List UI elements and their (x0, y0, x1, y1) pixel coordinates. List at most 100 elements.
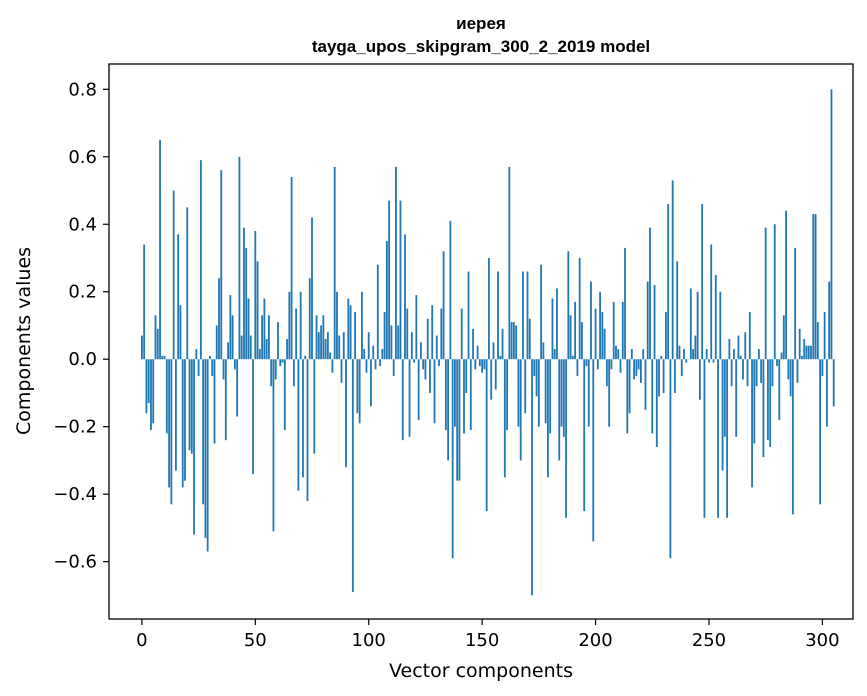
bar (238, 156, 241, 360)
bar (685, 359, 688, 363)
bar (252, 359, 254, 474)
bar (168, 359, 171, 488)
bar (821, 359, 824, 377)
bar (476, 345, 479, 360)
bar (401, 359, 404, 441)
bar (186, 207, 189, 360)
bar (664, 311, 667, 360)
bar (737, 335, 740, 360)
bar (762, 359, 765, 458)
bar (803, 338, 806, 360)
bar (544, 359, 547, 424)
bar (263, 298, 266, 360)
bar (413, 359, 415, 363)
bar (290, 177, 293, 360)
bar (771, 359, 774, 387)
bar (785, 210, 787, 360)
bar (258, 349, 261, 360)
bar (283, 359, 286, 431)
bar (739, 355, 742, 360)
bar (363, 349, 366, 360)
y-tick-label: 0.6 (68, 147, 97, 168)
bar (490, 359, 493, 400)
bar (712, 359, 715, 363)
bar (730, 359, 733, 387)
bar (492, 342, 495, 360)
chart-title-line1: иерея (456, 14, 506, 33)
bar (787, 359, 790, 380)
bar (277, 322, 279, 360)
bar (195, 349, 198, 360)
bar (236, 359, 239, 417)
bar (165, 359, 168, 434)
bar (680, 359, 683, 377)
bar (635, 359, 638, 377)
bar (351, 359, 354, 593)
bar (206, 359, 209, 552)
bar (751, 359, 753, 488)
bar (347, 298, 350, 360)
bar (542, 342, 545, 360)
bar (433, 359, 436, 424)
x-tick-label: 250 (692, 630, 726, 651)
bar (583, 359, 586, 512)
bar (408, 359, 411, 437)
bar (324, 338, 327, 360)
bar (610, 359, 613, 370)
x-tick-label: 150 (465, 630, 499, 651)
bar (220, 170, 223, 360)
bar (231, 315, 234, 360)
bar (288, 291, 291, 360)
bar (308, 278, 311, 360)
bar (297, 359, 300, 491)
bar (345, 359, 347, 468)
bar (531, 359, 533, 596)
bar (655, 359, 658, 447)
bar (451, 359, 454, 559)
bar (444, 359, 447, 431)
bar (519, 359, 522, 461)
bar (177, 234, 180, 360)
bar (442, 251, 445, 360)
bar (517, 359, 520, 427)
bar (624, 247, 626, 360)
bar (612, 301, 615, 360)
bar (567, 251, 570, 360)
bar (222, 359, 225, 380)
bar (640, 359, 642, 383)
bar (816, 322, 819, 360)
x-tick-label: 0 (136, 630, 147, 651)
bar (801, 355, 803, 360)
bar (533, 359, 536, 377)
bar (361, 291, 363, 360)
bar (322, 315, 325, 360)
bar (254, 231, 257, 360)
bar (791, 359, 794, 515)
bar (370, 359, 372, 407)
y-tick-label: 0.0 (68, 349, 97, 370)
bar (374, 359, 377, 370)
bar (678, 345, 681, 360)
bar (367, 332, 370, 360)
bar (698, 359, 701, 400)
bar (753, 359, 756, 444)
bar (615, 345, 617, 360)
bar (773, 224, 776, 360)
bar (760, 359, 763, 383)
bar (581, 322, 583, 360)
bar (689, 288, 692, 360)
bar (644, 359, 647, 410)
bar (778, 359, 781, 420)
bar (140, 335, 143, 360)
bar (592, 359, 595, 542)
bar (780, 352, 783, 360)
bar (594, 308, 597, 360)
bar (429, 359, 431, 393)
bar (528, 318, 531, 360)
bar (601, 311, 604, 360)
bar (553, 349, 556, 360)
bar (202, 359, 205, 505)
bar (769, 359, 772, 447)
bar (488, 258, 490, 360)
